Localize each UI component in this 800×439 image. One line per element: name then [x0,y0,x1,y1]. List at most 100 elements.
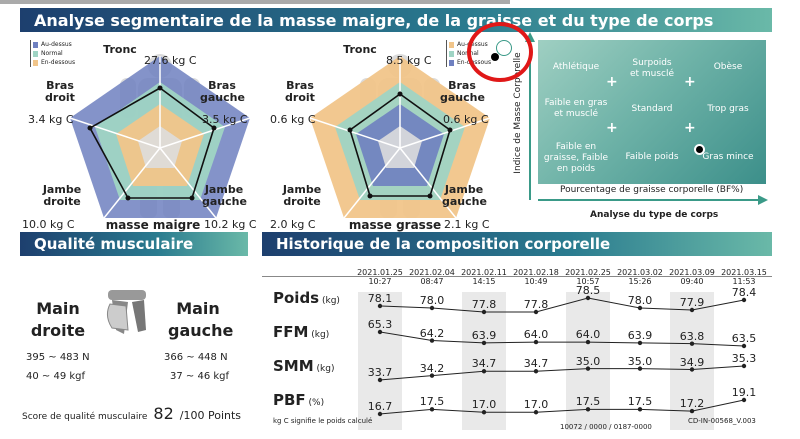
history-value: 63.5 [731,332,757,345]
fat-right-arm-value: 0.6 kg C [270,113,316,126]
fat-point-left-leg [427,193,433,199]
history-value: 17.5 [575,395,601,409]
fat-left-arm-label: Bras gauche [440,79,485,104]
history-value: 34.9 [679,355,705,369]
fat-data-line [349,93,451,197]
row-unit: (kg) [313,364,335,374]
fat-point-trunk [397,91,403,97]
annotation-target-icon [496,40,512,56]
muscle-score-row: Score de qualité musculaire 82 /100 Poin… [22,404,241,423]
history-row-label: FFM (kg) [273,323,329,341]
muscle-quality-banner: Qualité musculaire [20,232,248,256]
lean-right-arm-label: Bras droit [45,79,75,104]
body-type-cell-low-fat-muscular: Faible en gras et musclé [544,98,608,119]
body-type-cell-overweight-muscular: Surpoids et musclé [629,58,675,79]
fat-point-right-leg [367,193,373,199]
lean-legend: Au-dessus Normal En-dessous [30,40,75,67]
lean-point-right-leg [125,195,131,201]
body-type-cell-obese: Obèse [713,62,743,72]
fat-right-leg-value: 2.0 kg C [270,218,316,231]
body-type-cell-underweight: Faible poids [625,152,679,162]
history-date: 2021.03.15 11:53 [721,268,767,286]
left-hand-label: Main gauche [168,299,234,340]
lean-mass-radar [69,54,251,219]
legend-above: Au-dessus [41,41,72,48]
history-value: 16.7 [367,400,393,413]
row-unit: (kg) [308,330,330,340]
grid-marker: + [606,74,618,90]
history-value: 34.2 [419,361,445,375]
fat-trunk-label: Tronc [343,43,377,56]
lean-point-left-leg [189,195,195,201]
history-value: 78.0 [627,294,653,307]
lean-right-leg-label: Jambe droite [42,183,82,208]
row-unit: (%) [305,398,325,408]
lean-trunk-value: 27.6 kg C [144,54,197,67]
body-type-grid: Athlétique Surpoids et musclé Obèse Faib… [538,40,766,184]
history-value: 17.5 [419,395,445,409]
lean-right-leg-value: 10.0 kg C [22,218,75,231]
fat-trunk-value: 8.5 kg C [386,54,432,67]
right-hand-kgf: 40 ~ 49 kgf [26,371,86,382]
lean-trunk-label: Tronc [103,43,137,56]
segmental-title-banner: Analyse segmentaire de la masse maigre, … [20,8,772,32]
hand-grip-icon [106,290,146,334]
history-banner: Historique de la composition corporelle [262,232,772,256]
history-value: 34.7 [523,357,549,371]
lean-left-leg-label: Jambe gauche [202,183,247,208]
history-value: 78.5 [575,284,601,297]
history-footnote: kg C signifie le poids calculé [273,417,373,425]
history-row-divider [0,2,510,3]
fat-mass-radar [309,54,491,219]
history-date: 2021.03.09 09:40 [669,268,715,286]
history-date: 2021.01.25 10:27 [357,268,403,286]
history-value: 35.0 [575,354,601,368]
body-type-cell-low-fat-low-weight: Faible en graisse, Faible en poids [543,142,609,174]
history-value: 77.8 [523,298,549,311]
lean-point-left-arm [211,125,217,131]
row-name: SMM [273,357,314,375]
grid-marker: + [684,120,696,136]
annotation-circle [467,22,533,82]
history-value: 63.8 [679,329,705,343]
history-value: 17.5 [627,395,653,409]
history-value: 78.0 [419,294,445,307]
lean-chart-title: masse maigre [105,218,201,232]
grid-marker: + [684,74,696,90]
fat-right-leg-label: Jambe droite [282,183,322,208]
bf-axis-label: Pourcentage de graisse corporelle (BF%) [560,185,744,195]
body-type-cell-standard: Standard [631,104,673,114]
body-type-result-dot [696,146,703,153]
legend-normal: Normal [41,50,63,57]
muscle-quality-title: Qualité musculaire [34,235,194,253]
history-date: 2021.02.11 14:15 [461,268,507,286]
body-type-cell-skinny-fat: Gras mince [702,152,754,162]
fat-left-arm-value: 0.6 kg C [443,113,489,126]
history-date: 2021.02.25 10:57 [565,268,611,286]
history-row-divider [0,0,510,1]
score-value: 82 [153,404,174,423]
history-value: 17.2 [679,397,705,411]
history-value: 64.0 [575,328,601,342]
lean-right-arm-value: 3.4 kg C [28,113,74,126]
history-value: 63.9 [471,328,497,342]
history-code-1: 10072 / 0000 / 0187-0000 [560,423,652,431]
history-title: Historique de la composition corporelle [276,235,611,253]
fat-chart-title: masse grasse [348,218,442,232]
right-hand-label: Main droite [30,299,86,340]
lean-left-arm-label: Bras gauche [200,79,245,104]
history-value: 19.1 [731,386,757,399]
fat-left-leg-value: 2.1 kg C [444,218,490,231]
history-row-divider [0,3,510,4]
history-value: 35.0 [627,354,653,368]
score-label: Score de qualité musculaire [22,412,148,422]
lean-left-leg-value: 10.2 kg C [204,218,257,231]
row-name: Poids [273,289,320,307]
history-row-label: PBF (%) [273,391,324,409]
history-value: 78.1 [367,292,393,305]
score-suffix: /100 Points [179,409,242,422]
fat-point-left-arm [447,127,453,133]
history-table: 2021.01.25 10:27 2021.02.04 08:47 2021.02.… [0,0,800,430]
grid-marker: + [606,120,618,136]
history-top-rule [262,276,772,277]
